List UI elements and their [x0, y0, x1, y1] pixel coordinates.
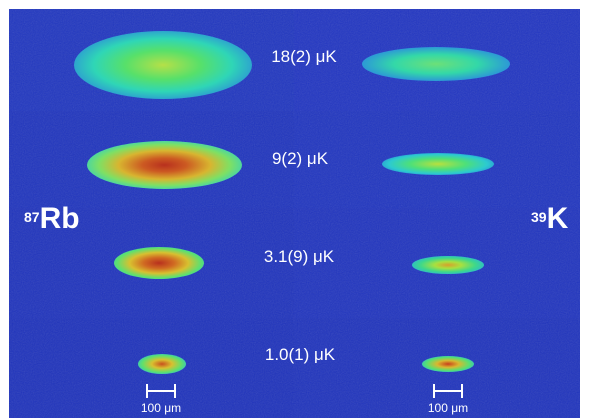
- panel-rb-18uk: [9, 9, 294, 111]
- k-cloud-18uk: [362, 47, 510, 81]
- rb-mass-number: 87: [24, 209, 40, 225]
- scale-bar-right-label: 100 μm: [427, 401, 469, 415]
- rb-cloud-18uk: [74, 31, 252, 99]
- k-cloud-9uk: [382, 153, 494, 175]
- panel-rb-9uk: [9, 111, 294, 208]
- rb-cloud-9uk: [87, 141, 242, 189]
- temperature-label-9uk: 9(2) μK: [271, 149, 329, 168]
- species-label-rb: 87Rb: [24, 204, 80, 234]
- panel-rb-3uk: [9, 208, 294, 318]
- k-cloud-3uk: [412, 256, 484, 274]
- k-cloud-1uk: [422, 356, 474, 372]
- temperature-label-1uk: 1.0(1) μK: [264, 345, 336, 364]
- panel-k-18uk: [294, 9, 580, 111]
- scale-bar-left: [146, 384, 176, 398]
- panel-k-3uk: [294, 208, 580, 318]
- scale-bar-left-label: 100 μm: [140, 401, 182, 415]
- scale-bar-right: [433, 384, 463, 398]
- rb-symbol: Rb: [39, 202, 80, 235]
- temperature-label-3uk: 3.1(9) μK: [263, 247, 335, 266]
- k-symbol: K: [546, 202, 569, 235]
- temperature-label-18uk: 18(2) μK: [271, 47, 337, 66]
- panel-k-9uk: [294, 111, 580, 208]
- rb-cloud-1uk: [138, 354, 186, 374]
- k-mass-number: 39: [531, 209, 547, 225]
- species-label-k: 39K: [531, 204, 568, 234]
- panel-rb-1uk: [9, 318, 294, 418]
- panel-k-1uk: [294, 318, 580, 418]
- rb-cloud-3uk: [114, 247, 204, 279]
